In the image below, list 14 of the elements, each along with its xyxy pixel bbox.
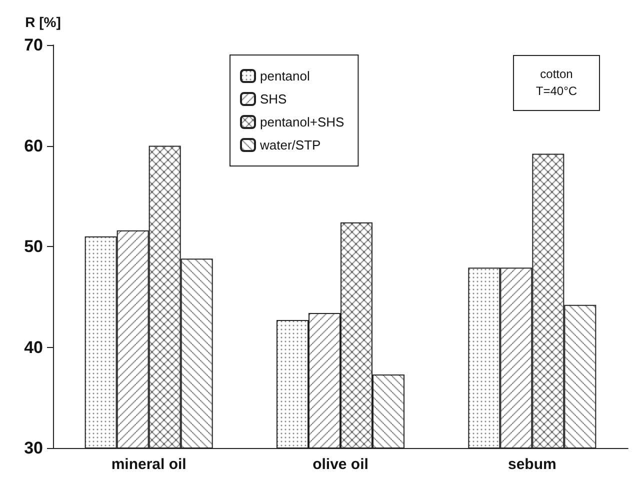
legend-label: pentanol xyxy=(260,68,310,84)
y-tick-label: 40 xyxy=(24,338,43,357)
legend-label: pentanol+SHS xyxy=(260,114,345,130)
y-tick-label: 70 xyxy=(24,36,43,54)
y-tick-label: 60 xyxy=(24,136,43,156)
annotation: cotton T=40°C xyxy=(536,67,578,98)
y-axis-title: R [%] xyxy=(25,14,61,30)
legend-label: SHS xyxy=(260,92,288,106)
y-tick-label: 50 xyxy=(24,237,43,256)
x-tick-label: mineral oil xyxy=(111,456,186,473)
legend-label: water/STP xyxy=(259,138,321,152)
x-tick-label: sebum xyxy=(508,456,556,473)
x-tick-label: olive oil xyxy=(312,456,368,473)
y-tick-label: 30 xyxy=(24,438,43,458)
